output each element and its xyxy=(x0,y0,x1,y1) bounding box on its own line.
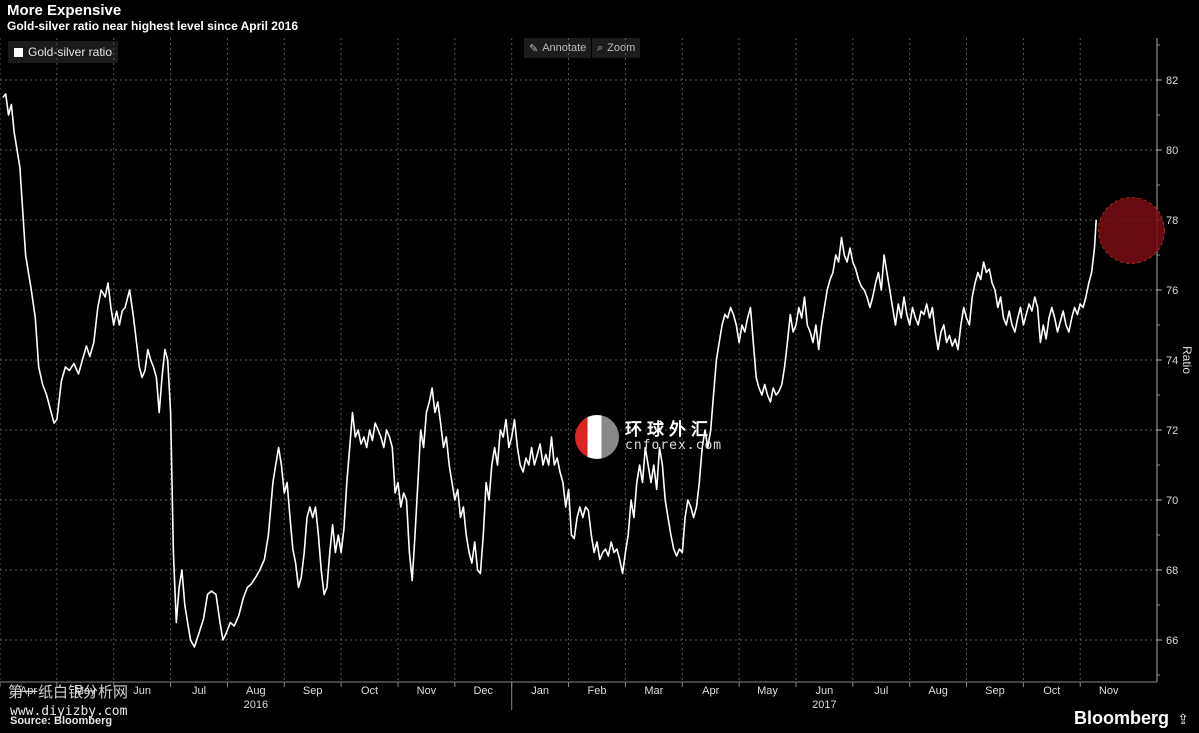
zoom-button[interactable]: ⌕ Zoom xyxy=(592,38,641,58)
year-label: 2016 xyxy=(244,699,268,711)
legend[interactable]: Gold-silver ratio xyxy=(8,41,119,63)
chart-marks xyxy=(2,93,1165,648)
y-tick-label: 80 xyxy=(1166,145,1178,157)
x-tick-label: Mar xyxy=(644,685,663,697)
x-tick-label: May xyxy=(75,685,96,697)
annotate-label: Annotate xyxy=(542,42,587,54)
x-tick-label: Aug xyxy=(246,685,266,697)
x-axis: Apr May Jun Jul Aug Sep Oct Nov Dec Jan Feb Mar Apr M… xyxy=(0,681,1157,711)
x-tick-label: Aug xyxy=(928,685,948,697)
x-tick-label: Oct xyxy=(1043,685,1060,697)
y-tick-label: 74 xyxy=(1166,355,1178,367)
x-tick-label: Apr xyxy=(20,685,37,697)
watermark-logo-icon xyxy=(575,415,619,459)
y-axis-label: Ratio xyxy=(1180,346,1194,374)
legend-label: Gold-silver ratio xyxy=(28,45,113,59)
x-tick-label: Oct xyxy=(361,685,378,697)
y-tick-label: 72 xyxy=(1166,425,1178,437)
x-tick-label: Jan xyxy=(531,685,549,697)
magnifier-icon: ⌕ xyxy=(597,41,604,54)
site-watermark-url: www.diyizby.com xyxy=(10,704,128,719)
bloomberg-logo: Bloomberg xyxy=(1073,708,1169,728)
legend-swatch xyxy=(14,47,23,57)
y-tick-label: 70 xyxy=(1166,495,1178,507)
y-tick-label: 78 xyxy=(1166,215,1178,227)
x-tick-label: Feb xyxy=(587,685,606,697)
share-icon[interactable]: ⇪ xyxy=(1177,711,1189,727)
x-tick-label: May xyxy=(757,685,778,697)
annotate-button[interactable]: ✎ Annotate xyxy=(524,38,592,58)
x-tick-label: Sep xyxy=(303,685,323,697)
x-tick-label: Jul xyxy=(192,685,206,697)
x-tick-label: Nov xyxy=(417,685,437,697)
x-tick-label: Sep xyxy=(985,685,1005,697)
y-tick-label: 82 xyxy=(1166,75,1178,87)
source-note: Source: Bloomberg xyxy=(10,715,113,727)
highlight-circle xyxy=(1097,197,1165,264)
chart-title: More Expensive xyxy=(7,2,122,19)
x-tick-label: Jul xyxy=(874,685,888,697)
x-tick-label: Jun xyxy=(133,685,151,697)
x-tick-label: Dec xyxy=(473,685,493,697)
center-watermark: 环球外汇 cnforex.com xyxy=(575,415,722,459)
y-tick-label: 76 xyxy=(1166,285,1178,297)
chart-grid xyxy=(0,38,1157,682)
x-tick-label: Apr xyxy=(702,685,719,697)
y-axis: 66 68 70 72 74 76 78 80 82 Ratio xyxy=(1156,38,1194,682)
site-watermark-cn: 第一纸白银分析网 xyxy=(8,683,129,701)
watermark-cn-text: 环球外汇 xyxy=(625,419,713,439)
watermark-url-text: cnforex.com xyxy=(625,438,723,454)
series-line-gold-silver-ratio xyxy=(2,93,1097,648)
x-tick-label: Jun xyxy=(816,685,834,697)
chart-subtitle: Gold-silver ratio near highest level sin… xyxy=(7,19,298,33)
pencil-icon: ✎ xyxy=(529,42,539,55)
year-label: 2017 xyxy=(812,699,836,711)
x-tick-label: Nov xyxy=(1099,685,1119,697)
zoom-label: Zoom xyxy=(607,42,636,54)
y-tick-label: 68 xyxy=(1166,565,1178,577)
y-tick-label: 66 xyxy=(1166,635,1178,647)
